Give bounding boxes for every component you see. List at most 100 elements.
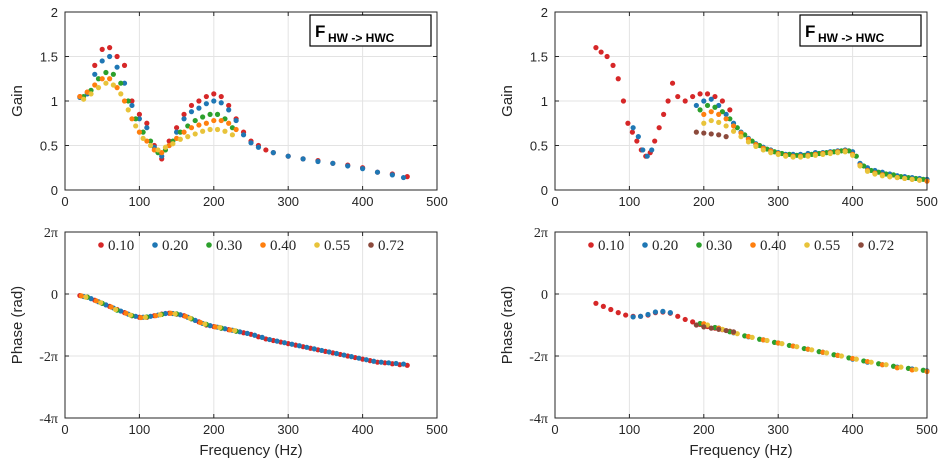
- series-0.40: [701, 109, 930, 184]
- data-point: [203, 101, 209, 107]
- data-point: [727, 116, 733, 122]
- data-point: [226, 102, 232, 109]
- y-tick-label: 0: [51, 183, 58, 198]
- legend-label: 0.72: [868, 238, 894, 254]
- data-point: [879, 173, 885, 179]
- data-point: [345, 163, 351, 169]
- legend-label: 0.55: [814, 238, 840, 254]
- x-tick-label: 0: [61, 422, 68, 437]
- data-point: [716, 111, 722, 117]
- data-point: [172, 311, 178, 317]
- data-point: [98, 300, 104, 306]
- data-point: [615, 310, 621, 316]
- data-point: [214, 111, 221, 117]
- data-point: [232, 327, 238, 334]
- data-point: [730, 329, 737, 335]
- chart-panel-bottom-left: 0 100 200 300 400 500 -4π -2π 0 2π Phase (rad) Freq…: [9, 226, 448, 459]
- x-tick-label: 400: [842, 422, 864, 437]
- series-0.30: [697, 320, 926, 373]
- data-point: [749, 334, 755, 340]
- y-tick-label: -4π: [529, 412, 548, 427]
- x-tick-label: 300: [767, 422, 789, 437]
- data-point: [913, 366, 919, 372]
- series-0.40: [78, 293, 233, 333]
- data-point: [697, 91, 703, 97]
- data-point: [93, 298, 99, 304]
- data-point: [114, 53, 120, 60]
- y-tick-label: 2π: [534, 226, 548, 241]
- series-0.55: [83, 294, 238, 334]
- data-point: [211, 98, 217, 104]
- data-point: [812, 152, 819, 158]
- series-0.20: [77, 53, 407, 181]
- data-point: [333, 350, 340, 357]
- data-point: [348, 354, 355, 360]
- legend-marker: [642, 242, 648, 248]
- data-point: [738, 130, 744, 136]
- data-point: [675, 313, 681, 319]
- legend-label: 0.20: [652, 238, 678, 254]
- data-point: [112, 306, 119, 313]
- data-point: [263, 147, 269, 153]
- data-point: [281, 340, 288, 346]
- data-point: [99, 76, 105, 82]
- data-point: [600, 303, 606, 309]
- data-point: [716, 326, 722, 332]
- data-point: [229, 132, 235, 138]
- data-point: [197, 319, 204, 326]
- data-point: [393, 360, 399, 367]
- data-point: [121, 98, 128, 104]
- data-point: [610, 62, 616, 68]
- y-tick-label: -2π: [39, 350, 58, 365]
- data-point: [652, 309, 659, 315]
- data-point: [712, 104, 718, 110]
- legend-marker: [368, 242, 374, 248]
- data-point: [634, 138, 640, 144]
- data-point: [760, 147, 766, 153]
- data-point: [660, 308, 666, 314]
- data-point: [723, 134, 729, 140]
- data-point: [667, 310, 673, 316]
- data-point: [719, 109, 726, 115]
- y-tick-label: 1: [541, 94, 548, 109]
- data-point: [363, 357, 369, 363]
- data-point: [185, 134, 191, 140]
- y-axis-label: Gain: [9, 85, 26, 117]
- x-tick-label: 400: [842, 194, 864, 209]
- series-0.40: [77, 76, 239, 156]
- data-point: [259, 334, 265, 340]
- annotation-subscript: HW -> HWC: [818, 31, 885, 45]
- legend-label: 0.10: [108, 238, 134, 254]
- data-point: [99, 58, 105, 64]
- x-tick-label: 0: [551, 422, 558, 437]
- data-point: [129, 116, 135, 122]
- data-point: [326, 349, 332, 355]
- data-point: [708, 325, 714, 331]
- x-tick-label: 500: [426, 422, 448, 437]
- chart-panel-top-right: 0 100 200 300 400 500 0 0.5 1 1.5 2 Gain F HW -> HWC: [499, 5, 938, 209]
- data-point: [270, 150, 276, 156]
- data-point: [693, 322, 699, 328]
- data-point: [83, 294, 89, 300]
- data-point: [693, 102, 699, 109]
- data-point: [188, 125, 195, 131]
- series-0.10: [593, 45, 733, 159]
- annotation-box: [309, 14, 432, 47]
- data-point: [389, 172, 395, 178]
- legend-label: 0.30: [216, 238, 242, 254]
- data-point: [842, 149, 848, 155]
- data-point: [857, 163, 863, 169]
- data-point: [853, 356, 859, 362]
- data-point: [177, 129, 183, 135]
- data-point: [779, 341, 785, 347]
- data-point: [118, 91, 124, 97]
- data-point: [151, 147, 157, 153]
- y-tick-label: 2: [541, 5, 548, 20]
- y-axis-label: Phase (rad): [9, 286, 26, 364]
- data-point: [125, 98, 131, 104]
- legend-marker: [206, 242, 212, 248]
- plot-frame: [554, 11, 928, 191]
- x-tick-label: 100: [129, 422, 151, 437]
- data-point: [162, 144, 169, 150]
- chart-panel-top-left: 0 100 200 300 400 500 0 0.5 1 1.5 2 Gain F HW -> HWC: [9, 5, 448, 209]
